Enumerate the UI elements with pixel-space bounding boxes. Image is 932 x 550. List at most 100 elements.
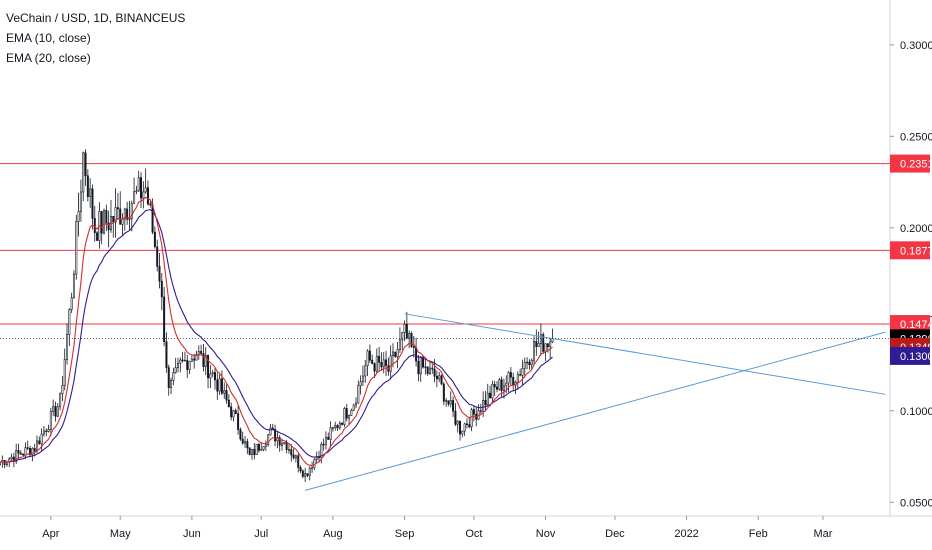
candle-body — [283, 442, 286, 444]
candle-body — [40, 433, 43, 445]
ema-20-line — [0, 209, 553, 463]
candle-body — [213, 372, 216, 381]
candle-body — [526, 361, 529, 364]
candle-body — [368, 350, 371, 361]
candle-body — [357, 385, 360, 404]
time-tick-label: 2022 — [674, 528, 698, 540]
candle-body — [417, 360, 420, 375]
candle-body — [200, 351, 203, 354]
candle-body — [170, 380, 173, 388]
candle-body — [248, 447, 251, 455]
candle-body — [301, 470, 304, 477]
candle-body — [230, 406, 233, 418]
price-tick-label: 0.3000 — [900, 40, 932, 52]
candle-body — [285, 442, 288, 450]
candle-body — [542, 334, 545, 352]
candle-body — [380, 362, 383, 368]
candle-body — [202, 353, 205, 367]
candle-body — [528, 361, 531, 366]
candle-body — [371, 359, 374, 364]
candle-body — [174, 367, 177, 373]
candle-body — [93, 217, 96, 234]
candle-body — [197, 351, 200, 355]
indicator-ema-10[interactable]: EMA (10, close) — [6, 31, 91, 45]
candle-body — [267, 434, 270, 446]
candle-body — [500, 379, 503, 391]
candle-body — [137, 177, 140, 192]
candle-body — [549, 341, 552, 348]
candle-body — [232, 410, 235, 418]
candle-body — [306, 473, 309, 476]
candle-body — [250, 448, 253, 455]
candle-body — [255, 443, 258, 456]
candle-body — [472, 409, 475, 415]
candle-body — [422, 356, 425, 368]
candle-body — [19, 452, 22, 455]
candle-body — [156, 246, 159, 267]
candle-body — [546, 343, 549, 348]
candle-body — [56, 406, 59, 417]
indicator-ema-20[interactable]: EMA (20, close) — [6, 51, 91, 65]
time-tick-label: Jun — [183, 528, 201, 540]
candle-body — [410, 333, 413, 347]
trendline[interactable] — [404, 313, 886, 395]
candle-body — [70, 297, 73, 310]
candle-body — [68, 309, 71, 335]
candle-body — [331, 427, 334, 429]
candle-body — [539, 334, 542, 344]
candle-body — [447, 400, 450, 405]
ema-10-line — [0, 196, 553, 467]
candle-body — [186, 359, 189, 370]
candle-body — [486, 392, 489, 406]
candle-body — [502, 385, 505, 391]
price-tick-label: 0.2500 — [900, 131, 932, 143]
candle-body — [29, 447, 32, 456]
candle-body — [324, 436, 327, 445]
candle-body — [375, 355, 378, 372]
candle-body — [181, 359, 184, 362]
candle-body — [107, 222, 110, 231]
candle-body — [204, 355, 207, 367]
candle-body — [482, 400, 485, 412]
candle-body — [179, 359, 182, 364]
candle-body — [119, 208, 122, 225]
candle-body — [544, 343, 547, 352]
candle-body — [401, 332, 404, 341]
candle-body — [533, 341, 535, 361]
candle-body — [128, 218, 131, 220]
time-tick-label: Sep — [395, 528, 415, 540]
price-badge — [890, 346, 930, 365]
chart-legend: VeChain / USD, 1D, BINANCEUS EMA (10, cl… — [6, 8, 185, 68]
price-badge-label: 0.1300 — [900, 351, 932, 363]
candle-body — [225, 390, 228, 401]
candle-body — [237, 413, 240, 430]
candle-body — [86, 175, 89, 197]
level-badge — [890, 315, 930, 334]
candle-body — [79, 191, 82, 212]
candle-body — [241, 438, 244, 444]
candle-body — [350, 409, 353, 416]
candle-body — [220, 378, 223, 394]
candle-body — [84, 152, 87, 177]
candle-body — [412, 346, 415, 348]
candle-body — [311, 467, 314, 469]
candle-body — [452, 400, 455, 412]
candle-body — [52, 406, 55, 412]
candle-body — [244, 441, 247, 444]
level-badge-label: 0.1877 — [900, 245, 932, 257]
candle-body — [391, 351, 394, 357]
candle-body — [498, 379, 501, 390]
level-badge-label: 0.2351 — [900, 159, 932, 171]
candle-body — [361, 375, 364, 383]
candle-body — [424, 366, 427, 368]
candle-body — [509, 372, 512, 378]
candle-body — [10, 456, 13, 460]
candle-body — [253, 448, 256, 456]
candle-body — [133, 191, 136, 204]
time-tick-label: May — [110, 528, 131, 540]
level-badge-label: 0.1474 — [900, 319, 932, 331]
trendline[interactable] — [305, 331, 886, 491]
candle-body — [468, 424, 471, 428]
candle-body — [484, 400, 487, 406]
